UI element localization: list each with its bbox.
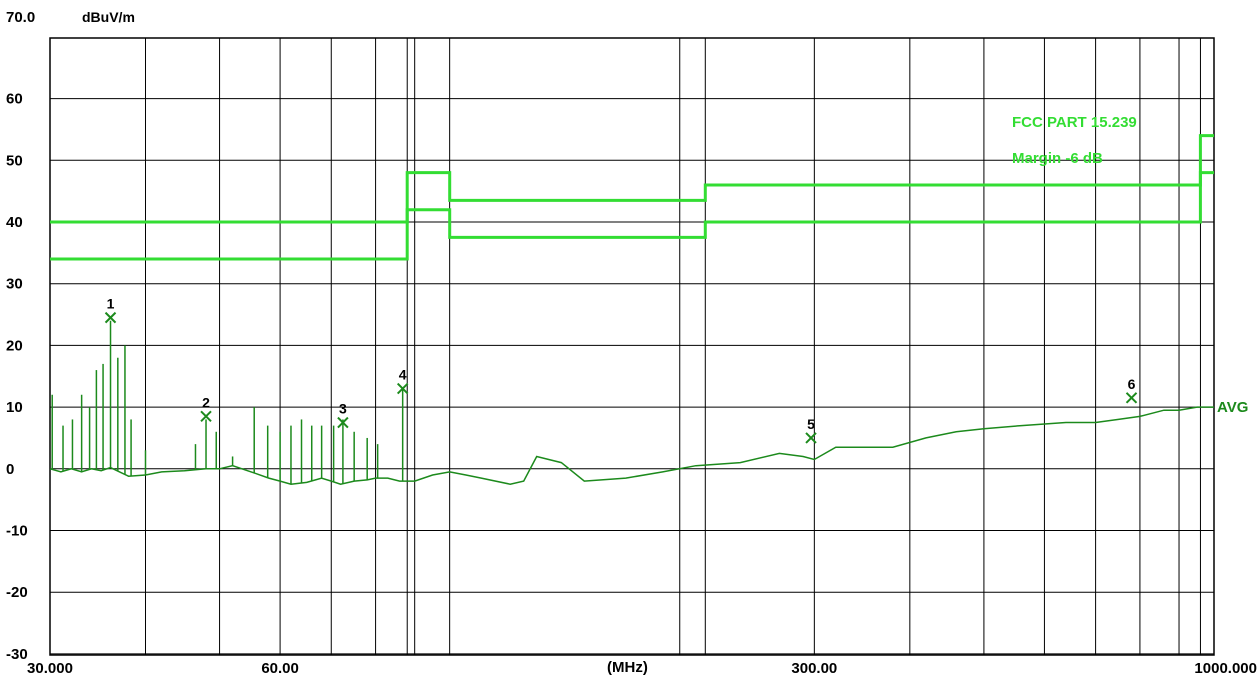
y-tick-label: 0 [6, 461, 14, 478]
plot-frame [49, 37, 1215, 656]
peak-marker: 1 [104, 296, 117, 324]
marker-cross-b [200, 410, 212, 423]
marker-cross-b [337, 416, 349, 429]
marker-number: 2 [202, 394, 210, 410]
markers: 1 2 3 4 5 6 [104, 296, 1138, 444]
y-tick-label: 30 [6, 276, 23, 293]
x-tick-label: 60.00 [261, 660, 299, 677]
y-tick-label: 60 [6, 91, 23, 108]
y-tick-label: -10 [6, 523, 28, 540]
marker-number: 4 [399, 367, 407, 383]
y-tick-label: 50 [6, 152, 23, 169]
margin-name-label: Margin -6 dB [1012, 150, 1103, 167]
marker-cross-b [396, 382, 409, 395]
marker-number: 5 [807, 416, 815, 432]
y-unit-label: dBuV/m [82, 9, 135, 25]
limit-lines [50, 134, 1214, 261]
trace [49, 320, 1214, 485]
trace-name-label: AVG [1217, 399, 1248, 416]
y-tick-label: 10 [6, 399, 23, 416]
peak-marker: 3 [337, 401, 349, 429]
x-tick-label: 1000.000 [1194, 660, 1257, 677]
marker-number: 1 [107, 296, 115, 312]
x-tick-label: 300.00 [791, 660, 837, 677]
peak-marker: 4 [396, 367, 409, 395]
marker-number: 6 [1128, 376, 1136, 392]
peak-marker: 5 [805, 416, 817, 444]
y-tick-label: -20 [6, 584, 28, 601]
limit-line [50, 134, 1214, 224]
x-unit-label: (MHz) [607, 659, 648, 676]
avg-trace-line [49, 406, 1214, 485]
y-tick-label: 20 [6, 337, 23, 354]
y-tick-label: -30 [6, 646, 28, 663]
y-tick-label: 70.0 [6, 9, 35, 26]
marker-number: 3 [339, 401, 347, 417]
limit-name-label: FCC PART 15.239 [1012, 114, 1137, 131]
marker-cross-b [805, 432, 817, 444]
peak-marker: 2 [200, 394, 212, 423]
marker-cross-b [1125, 392, 1138, 404]
labels: dBuV/m (MHz) FCC PART 15.239 Margin -6 d… [82, 9, 1248, 676]
x-tick-label: 30.000 [27, 660, 73, 677]
margin-line [50, 171, 1214, 261]
y-tick-label: 40 [6, 214, 23, 231]
peak-marker: 6 [1125, 376, 1138, 404]
marker-cross-b [104, 311, 117, 324]
